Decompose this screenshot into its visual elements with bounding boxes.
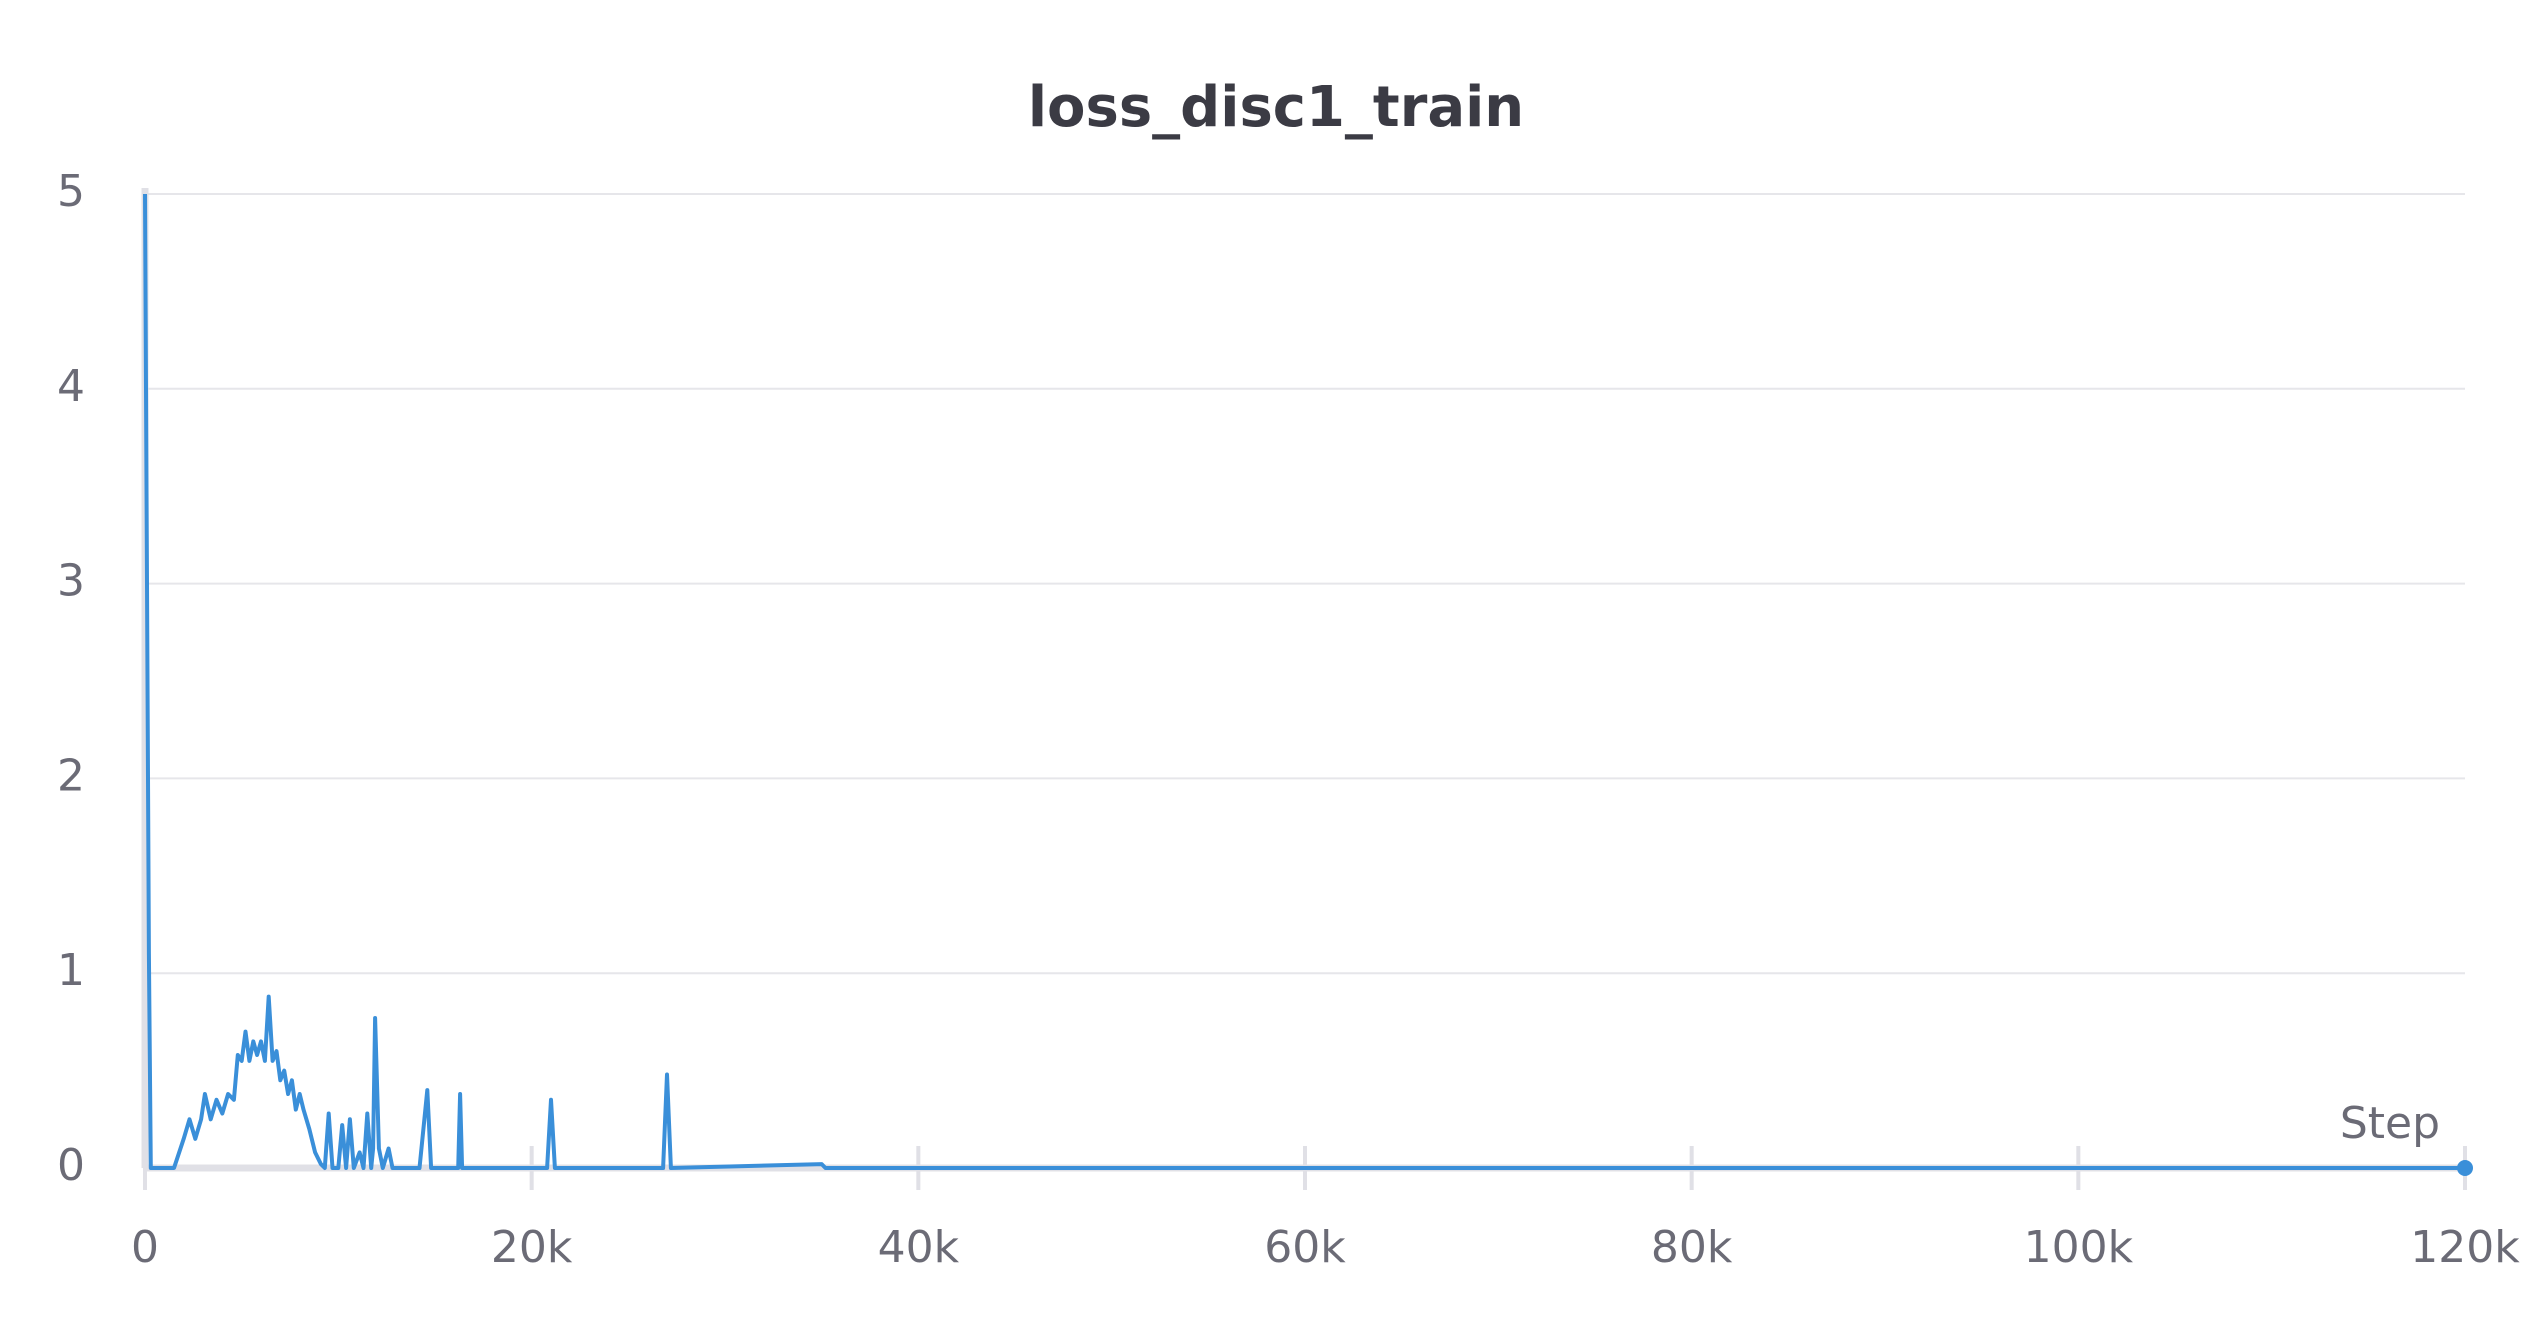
x-tick-label: 100k <box>2024 1222 2134 1273</box>
y-tick-label: 4 <box>57 361 85 412</box>
x-tick-label: 0 <box>131 1222 159 1273</box>
x-tick-label: 60k <box>1264 1222 1346 1273</box>
x-tick-label: 80k <box>1651 1222 1733 1273</box>
x-axis-label: Step <box>2340 1098 2440 1149</box>
x-tick-label: 120k <box>2410 1222 2520 1273</box>
chart-title: loss_disc1_train <box>1028 75 1524 140</box>
x-tick-label: 20k <box>491 1222 573 1273</box>
y-tick-label: 2 <box>57 750 85 801</box>
series-line <box>143 193 2465 1170</box>
series-end-dot <box>2457 1160 2473 1176</box>
y-tick-label: 0 <box>57 1140 85 1191</box>
y-tick-label: 1 <box>57 945 85 996</box>
y-tick-label: 5 <box>57 166 85 217</box>
y-tick-label: 3 <box>57 556 85 607</box>
x-tick-label: 40k <box>878 1222 960 1273</box>
